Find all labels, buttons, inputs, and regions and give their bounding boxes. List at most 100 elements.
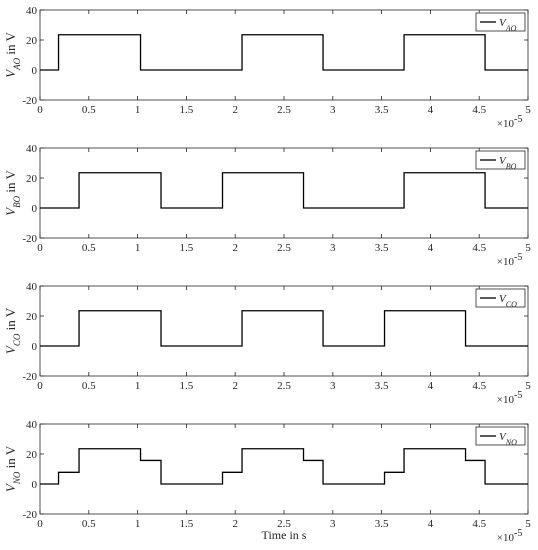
legend-var: V xyxy=(499,155,507,167)
x-tick-label: 4 xyxy=(428,380,434,392)
y-tick-label: 40 xyxy=(26,419,38,431)
y-tick-label: 40 xyxy=(26,143,38,155)
y-axis-label-unit: in V xyxy=(3,170,18,196)
y-axis-label-var: V xyxy=(3,206,18,216)
y-axis-label-unit: in V xyxy=(3,32,18,58)
legend-entry: VNO xyxy=(499,431,517,447)
legend-var: V xyxy=(499,293,507,305)
y-tick-label: -20 xyxy=(22,509,37,521)
x-exponent-power: -5 xyxy=(514,390,522,401)
x-tick-label: 2 xyxy=(232,104,238,116)
x-tick-label: 3 xyxy=(330,518,336,530)
x-tick-label: 3 xyxy=(330,104,336,116)
y-axis-label-sub: CO xyxy=(12,333,22,346)
x-tick-label: 1 xyxy=(135,242,141,254)
x-tick-label: 4 xyxy=(428,104,434,116)
x-tick-label: 5 xyxy=(525,380,531,392)
x-exponent-power: -5 xyxy=(514,528,522,539)
x-exponent-label: ×10 xyxy=(497,394,515,406)
legend-sub: BO xyxy=(506,162,517,171)
series-line-bo xyxy=(40,172,528,209)
legend-box xyxy=(475,12,526,32)
plot-frame xyxy=(39,423,529,515)
legend-entry: VCO xyxy=(499,293,517,309)
x-tick-label: 4.5 xyxy=(472,104,486,116)
x-tick-label: 3.5 xyxy=(375,380,389,392)
y-tick-label: -20 xyxy=(22,371,37,383)
y-tick-label: 20 xyxy=(26,311,38,323)
legend-sub: AO xyxy=(505,24,517,33)
y-tick-label: -20 xyxy=(22,95,37,107)
y-axis-label-sub: BO xyxy=(12,195,22,207)
x-tick-label: 1 xyxy=(135,380,141,392)
legend-entry: VBO xyxy=(499,155,517,171)
x-tick-label: 0 xyxy=(37,380,43,392)
legend-sub: CO xyxy=(506,300,517,309)
y-axis-label-var: V xyxy=(3,344,18,354)
x-tick-label: 2 xyxy=(232,518,238,530)
x-exponent-power: -5 xyxy=(514,252,522,263)
y-axis-label-unit: in V xyxy=(3,307,18,333)
x-tick-label: 1 xyxy=(135,518,141,530)
x-tick-label: 1.5 xyxy=(180,104,194,116)
y-axis-label: VCO in V xyxy=(3,307,22,354)
y-axis-label: VNO in V xyxy=(3,445,22,492)
y-tick-label: 20 xyxy=(26,449,38,461)
series-line-no xyxy=(40,448,528,485)
y-tick-label: 0 xyxy=(32,65,38,77)
y-axis-label: VAO in V xyxy=(3,32,22,78)
y-tick-label: 0 xyxy=(32,203,38,215)
x-tick-label: 0.5 xyxy=(82,104,96,116)
x-tick-label: 1.5 xyxy=(180,380,194,392)
legend-sub: NO xyxy=(505,438,517,447)
x-tick-label: 2.5 xyxy=(277,380,291,392)
x-tick-label: 2.5 xyxy=(277,518,291,530)
plot-frame xyxy=(39,285,529,377)
y-tick-label: -20 xyxy=(22,233,37,245)
x-tick-label: 3.5 xyxy=(375,104,389,116)
y-axis-label-unit: in V xyxy=(3,445,18,471)
plot-frame xyxy=(39,147,529,239)
legend-var: V xyxy=(499,17,507,29)
x-tick-label: 5 xyxy=(525,104,531,116)
x-tick-label: 3.5 xyxy=(375,242,389,254)
x-exponent-label: ×10 xyxy=(497,256,515,268)
x-tick-label: 4.5 xyxy=(472,518,486,530)
x-tick-label: 2.5 xyxy=(277,242,291,254)
x-tick-label: 4.5 xyxy=(472,242,486,254)
x-axis-label: Time in s xyxy=(262,528,307,542)
x-tick-label: 5 xyxy=(525,518,531,530)
x-tick-label: 1 xyxy=(135,104,141,116)
x-tick-label: 3 xyxy=(330,242,336,254)
x-tick-label: 2 xyxy=(232,242,238,254)
y-axis-label-sub: NO xyxy=(12,471,22,485)
x-tick-label: 4.5 xyxy=(472,380,486,392)
x-tick-label: 0.5 xyxy=(82,380,96,392)
y-tick-label: 40 xyxy=(26,281,38,293)
x-tick-label: 1.5 xyxy=(180,242,194,254)
x-tick-label: 4 xyxy=(428,518,434,530)
y-axis-label-var: V xyxy=(3,68,18,78)
y-axis-label-var: V xyxy=(3,482,18,492)
x-tick-label: 0 xyxy=(37,518,43,530)
x-tick-label: 0.5 xyxy=(82,242,96,254)
legend-var: V xyxy=(499,431,507,443)
x-exponent-power: -5 xyxy=(514,114,522,125)
x-tick-label: 4 xyxy=(428,242,434,254)
x-tick-label: 2 xyxy=(232,380,238,392)
x-tick-label: 5 xyxy=(525,242,531,254)
series-line-ao xyxy=(40,34,528,71)
y-axis-label-sub: AO xyxy=(12,57,22,70)
plot-frame xyxy=(39,9,529,101)
legend-box xyxy=(475,426,526,446)
x-tick-label: 2.5 xyxy=(277,104,291,116)
y-tick-label: 0 xyxy=(32,479,38,491)
x-tick-label: 0 xyxy=(37,104,43,116)
y-tick-label: 40 xyxy=(26,5,38,17)
y-tick-label: 0 xyxy=(32,341,38,353)
